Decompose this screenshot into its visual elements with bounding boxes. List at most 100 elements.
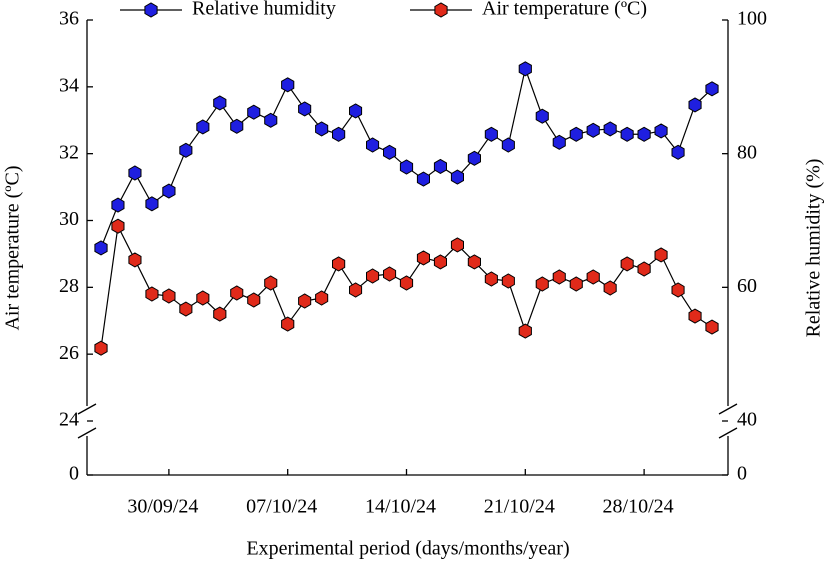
y2-tick-label: 40 — [737, 409, 757, 431]
y-tick-label: 26 — [59, 342, 79, 364]
point — [484, 126, 498, 142]
point — [179, 301, 193, 317]
point — [518, 61, 532, 77]
point — [620, 256, 634, 272]
point — [383, 144, 397, 160]
axis-break — [77, 403, 97, 415]
point — [688, 308, 702, 324]
point — [603, 280, 617, 296]
y-tick-label: 34 — [59, 74, 79, 96]
point — [196, 290, 210, 306]
point — [349, 103, 363, 119]
point — [705, 319, 719, 335]
point — [128, 252, 142, 268]
point — [552, 134, 566, 150]
y2-axis-label: Relative humidity (%) — [803, 159, 825, 338]
y2-tick-label: 100 — [737, 8, 767, 30]
point — [111, 197, 125, 213]
y-tick-label: 32 — [59, 141, 79, 163]
point — [569, 126, 583, 142]
y2-tick-label: 0 — [737, 463, 747, 485]
point — [671, 282, 685, 298]
y-tick-label: 24 — [59, 409, 79, 431]
point — [366, 268, 380, 284]
point — [416, 250, 430, 266]
y-tick-label: 30 — [59, 208, 79, 230]
y-tick-label: 28 — [59, 275, 79, 297]
point — [501, 273, 515, 289]
point — [467, 254, 481, 270]
point — [162, 288, 176, 304]
point — [94, 240, 108, 256]
point — [518, 323, 532, 339]
point — [230, 285, 244, 301]
point — [111, 218, 125, 234]
point — [247, 104, 261, 120]
point — [705, 81, 719, 97]
x-tick-label: 14/10/24 — [365, 496, 436, 518]
series-line — [100, 66, 713, 249]
point — [569, 276, 583, 292]
point — [349, 282, 363, 298]
point — [315, 290, 329, 306]
y-axis-label: Air temperature (ºC) — [2, 165, 24, 330]
axis-break — [77, 427, 97, 439]
y2-tick-label: 80 — [737, 141, 757, 163]
point — [552, 269, 566, 285]
point — [671, 144, 685, 160]
y-tick-label: 36 — [59, 8, 79, 30]
point — [433, 254, 447, 270]
axis-break — [718, 427, 738, 439]
point — [535, 276, 549, 292]
point — [586, 269, 600, 285]
point — [366, 137, 380, 153]
x-tick-label: 21/10/24 — [484, 496, 555, 518]
point — [264, 112, 278, 128]
x-axis-label: Experimental period (days/months/year) — [246, 538, 569, 560]
x-tick-label: 07/10/24 — [246, 496, 317, 518]
point — [145, 286, 159, 302]
legend-marker — [434, 2, 448, 18]
point — [247, 292, 261, 308]
point — [298, 293, 312, 309]
point — [399, 275, 414, 291]
point — [416, 171, 430, 187]
y-tick-label: 0 — [69, 463, 79, 485]
point — [535, 108, 549, 124]
point — [281, 77, 295, 93]
point — [94, 340, 108, 356]
point — [281, 316, 295, 332]
point — [603, 121, 617, 137]
x-tick-label: 28/10/24 — [603, 496, 674, 518]
point — [128, 165, 142, 181]
point — [298, 101, 312, 117]
axis-break — [718, 403, 738, 415]
point — [179, 142, 193, 158]
legend-label: Relative humidity — [192, 0, 336, 20]
x-tick-label: 30/09/24 — [127, 496, 198, 518]
point — [433, 158, 447, 174]
point — [620, 126, 634, 142]
point — [484, 271, 498, 287]
point — [213, 306, 227, 322]
legend-marker — [144, 2, 158, 18]
point — [315, 121, 329, 137]
point — [213, 95, 227, 111]
point — [162, 183, 176, 199]
point — [145, 196, 159, 212]
point — [450, 169, 464, 185]
point — [467, 150, 481, 166]
point — [230, 118, 244, 134]
point — [196, 119, 210, 135]
point — [688, 97, 702, 113]
point — [264, 275, 278, 291]
y2-tick-label: 60 — [737, 275, 757, 297]
point — [383, 266, 397, 282]
point — [332, 256, 346, 272]
point — [501, 137, 515, 153]
point — [637, 126, 651, 142]
point — [654, 123, 668, 139]
point — [586, 122, 600, 138]
point — [654, 247, 668, 263]
point — [399, 159, 414, 175]
